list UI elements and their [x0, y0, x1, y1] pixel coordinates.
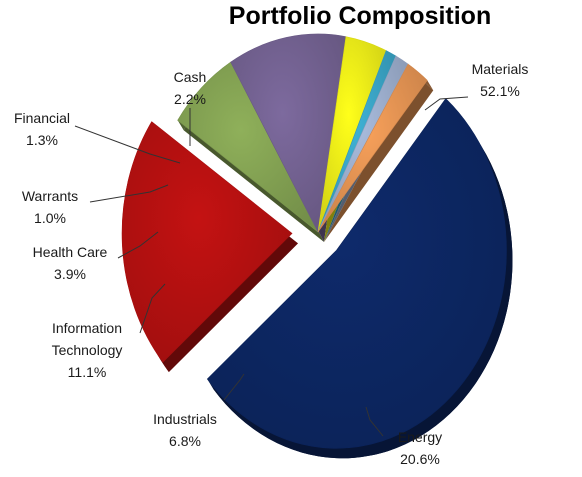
slice-label: Materials: [472, 61, 529, 77]
slice-percent: 1.0%: [34, 210, 66, 226]
slice-label: Industrials: [153, 411, 217, 427]
slice-label: Energy: [398, 429, 442, 445]
leader-line-4: [117, 231, 159, 259]
pie-slice-energy: [121, 121, 293, 363]
pie-slice-materials: [206, 98, 507, 449]
slice-label: Financial: [14, 110, 70, 126]
slice-label: Technology: [52, 342, 123, 358]
slice-percent: 1.3%: [26, 132, 58, 148]
slice-percent: 2.2%: [174, 91, 206, 107]
leader-line-1: [365, 406, 384, 437]
leader-line-2: [223, 373, 245, 401]
chart-title: Portfolio Composition: [228, 2, 492, 30]
leader-line-5: [89, 184, 169, 203]
pie-slice-cash: [317, 63, 428, 233]
leader-line-0: [424, 96, 469, 111]
slice-percent: 52.1%: [480, 83, 520, 99]
slice-label: Information: [52, 320, 122, 336]
slice-percent: 11.1%: [68, 364, 107, 380]
leader-line-6: [74, 125, 181, 164]
leader-line-3: [139, 283, 166, 334]
slice-label: Cash: [174, 69, 207, 85]
slice-percent: 3.9%: [54, 266, 86, 282]
pie-slice-base-7: [324, 74, 434, 242]
slice-percent: 6.8%: [169, 433, 201, 449]
slice-percent: 20.6%: [400, 451, 440, 467]
slice-label: Health Care: [33, 244, 108, 260]
pie-slice-information-technology: [230, 33, 347, 233]
slice-label: Warrants: [22, 188, 78, 204]
